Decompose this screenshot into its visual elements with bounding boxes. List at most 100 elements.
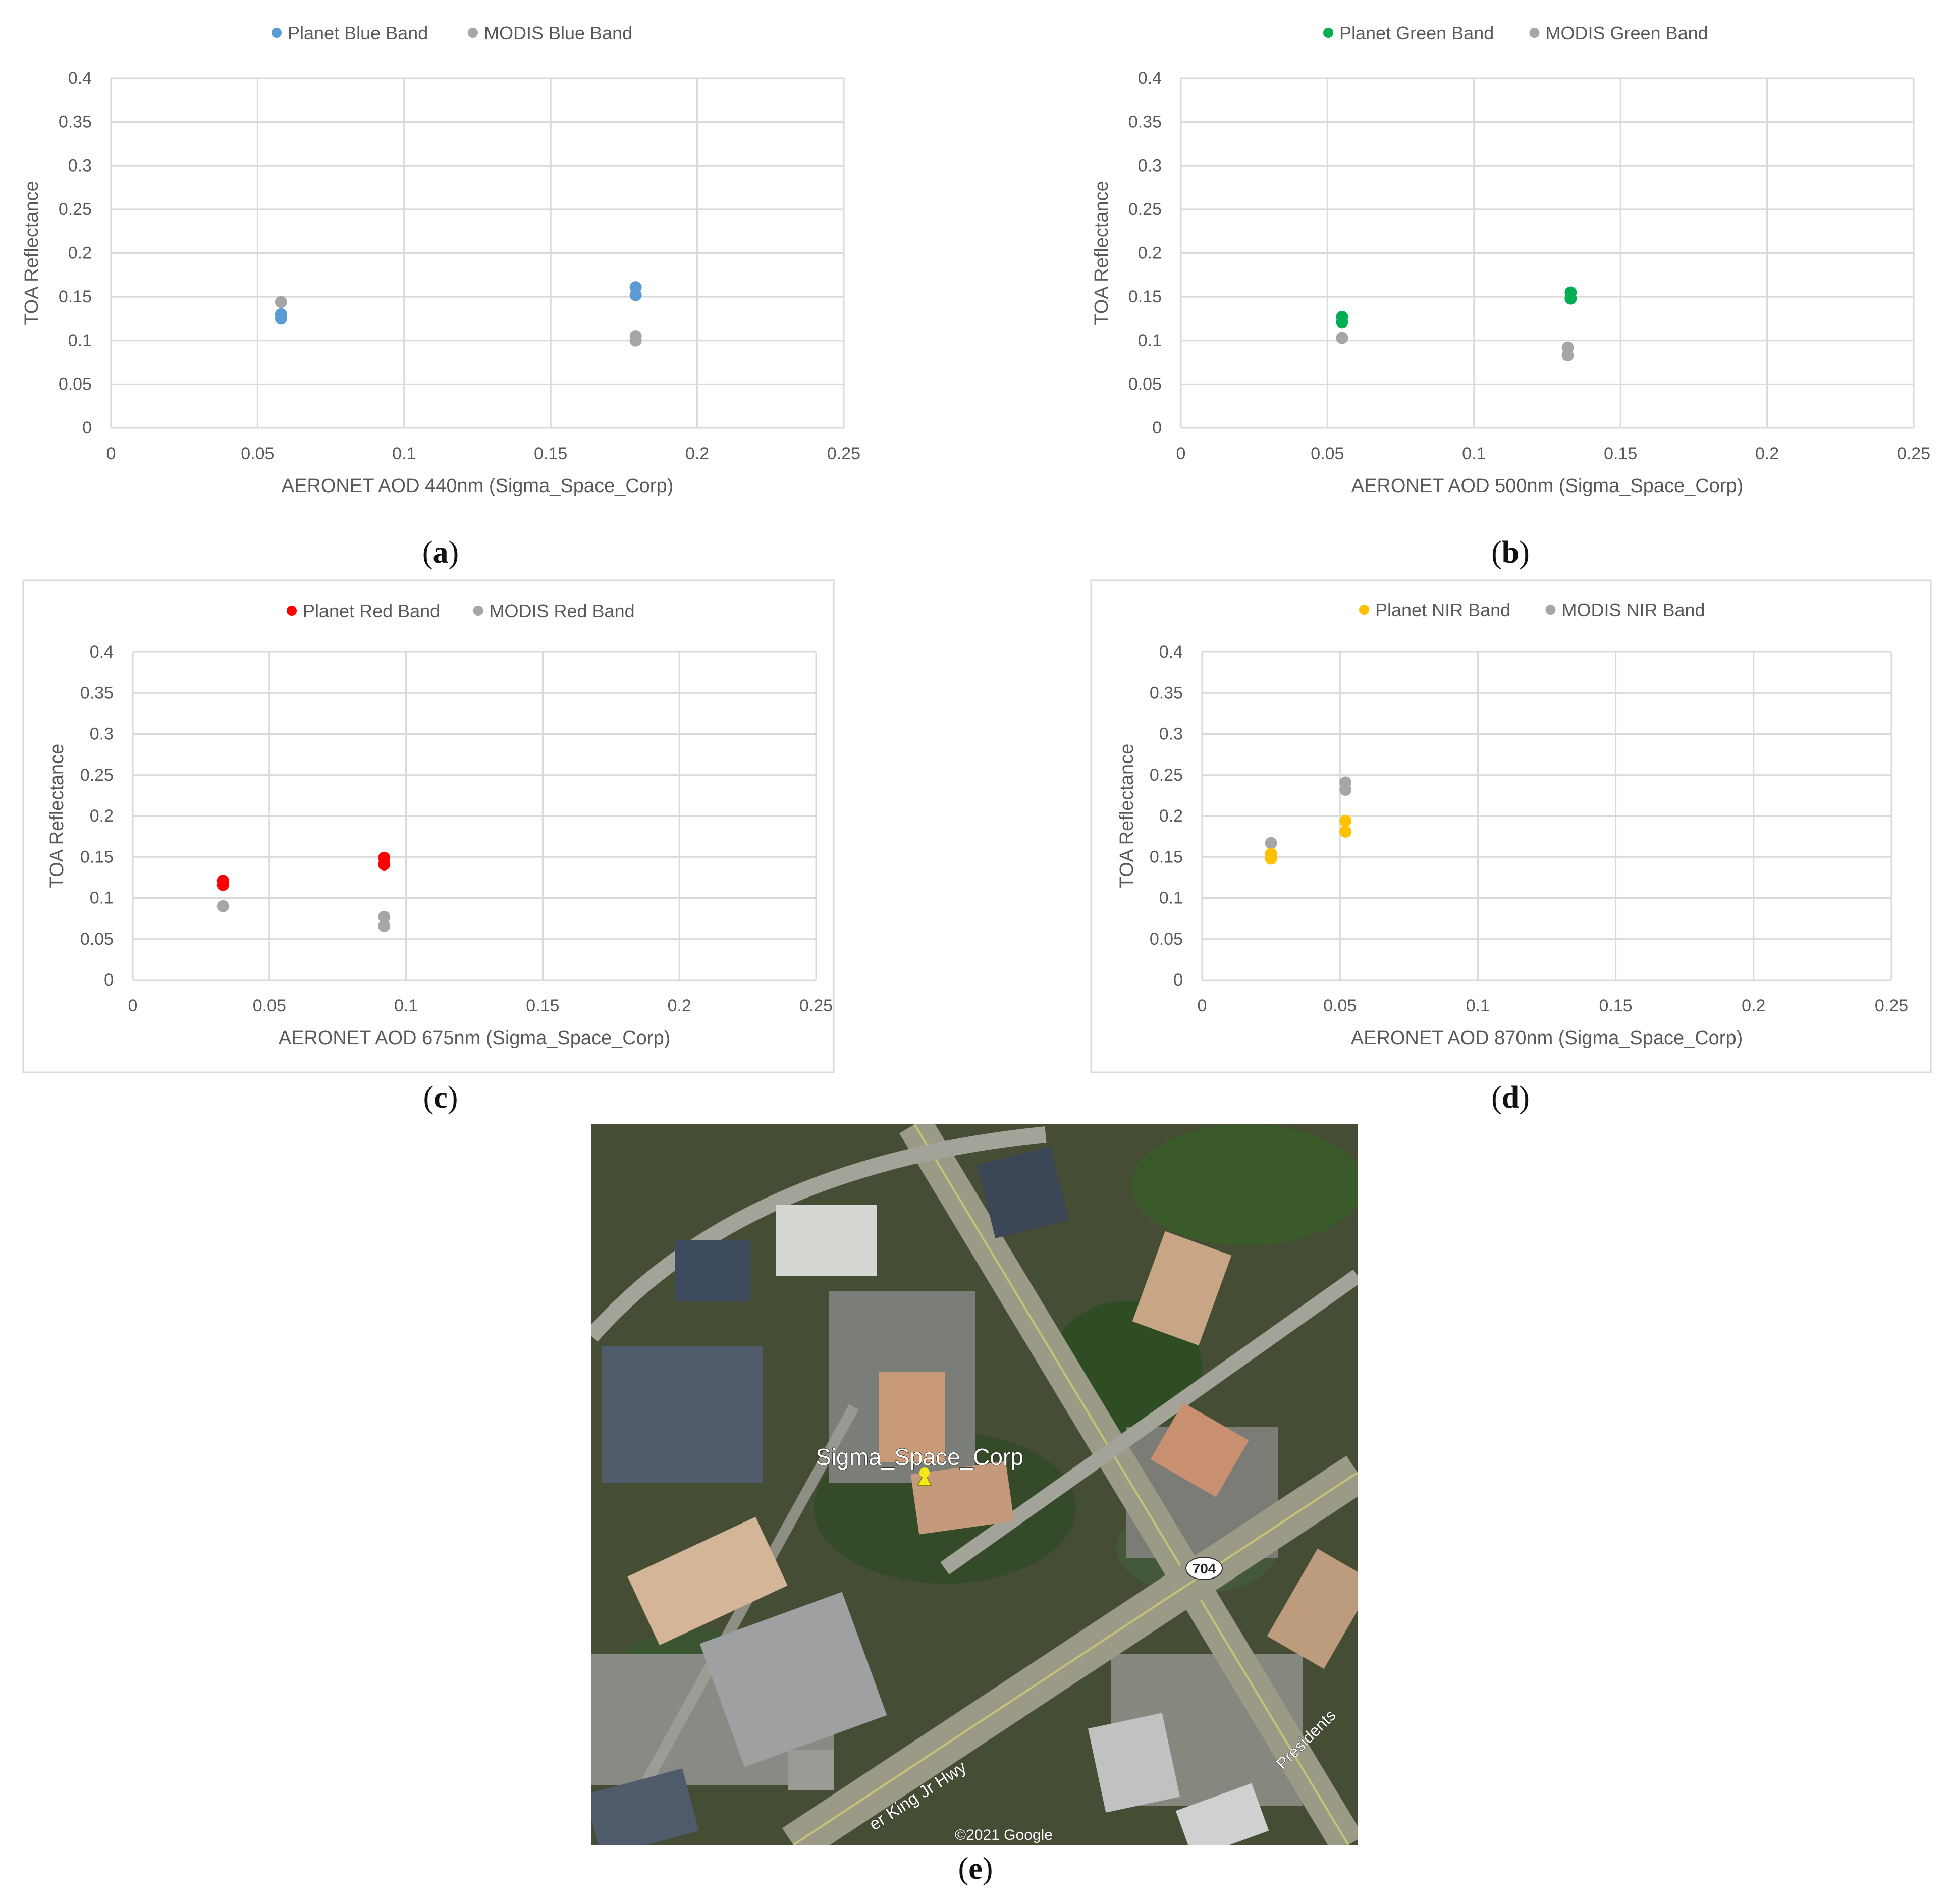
chart-b-ytick: 0.15 [1128, 287, 1162, 306]
chart-d-xtick: 0.1 [1466, 996, 1490, 1015]
chart-d-point [1265, 847, 1277, 860]
chart-a-ytick: 0 [82, 418, 92, 438]
chart-c-frame [22, 579, 835, 1073]
chart-c-point [216, 875, 229, 887]
chart-a-ytick: 0.35 [59, 113, 92, 132]
chart-c-ytick: 0.15 [80, 847, 114, 866]
chart-d-xtick: 0.15 [1599, 996, 1633, 1015]
chart-c-point [378, 851, 391, 864]
chart-b-legend-marker [1323, 28, 1333, 38]
chart-c-ylabel: TOA Reflectance [46, 744, 68, 889]
chart-d-frame [1090, 579, 1932, 1073]
chart-a-ytick: 0.05 [59, 374, 92, 394]
chart-b-xtick: 0.15 [1604, 444, 1637, 463]
chart-c-ytick: 0.3 [90, 725, 114, 744]
chart-b-ytick: 0.05 [1128, 374, 1162, 394]
chart-c-legend-label: MODIS Red Band [490, 601, 635, 621]
satellite-map: 704 Sigma_Space_Corp er King Jr Hwy Pres… [591, 1124, 1358, 1845]
chart-c-xlabel: AERONET AOD 675nm (Sigma_Space_Corp) [279, 1027, 671, 1049]
chart-a-point [629, 330, 642, 343]
location-pin-icon [916, 1467, 933, 1486]
chart-c-ytick: 0.35 [80, 683, 114, 702]
map-copyright: ©2021 Google [955, 1827, 1053, 1843]
chart-b-xtick: 0.05 [1311, 444, 1344, 463]
chart-d-legend-label: Planet NIR Band [1375, 600, 1510, 620]
chart-a-xlabel: AERONET AOD 440nm (Sigma_Space_Corp) [282, 475, 674, 497]
chart-b-legend-label: MODIS Green Band [1546, 23, 1708, 43]
chart-b-legend-marker [1529, 28, 1540, 38]
chart-d-ytick: 0.05 [1150, 930, 1183, 949]
chart-d-ytick: 0.1 [1159, 889, 1183, 908]
panel-label-d: (d) [1491, 1080, 1530, 1115]
chart-c-ytick: 0.1 [90, 889, 114, 908]
chart-b-ytick: 0.35 [1128, 113, 1162, 132]
chart-d-xtick: 0.25 [1875, 996, 1908, 1015]
chart-c-point [216, 900, 229, 912]
chart-b-xtick: 0 [1176, 444, 1186, 463]
chart-b-xtick: 0.2 [1755, 444, 1779, 463]
chart-a-ytick: 0.1 [68, 331, 92, 350]
chart-d-xtick: 0.2 [1742, 996, 1765, 1015]
chart-a-legend-label: MODIS Blue Band [484, 23, 632, 43]
chart-a-point [275, 308, 287, 320]
satellite-map-image: 704 Sigma_Space_Corp er King Jr Hwy Pres… [591, 1124, 1358, 1845]
chart-d-point [1265, 837, 1277, 849]
chart-d-ytick: 0 [1173, 970, 1183, 990]
chart-b-point [1561, 341, 1574, 354]
charts-canvas: 0 0.05 0.1 0.15 0.2 0.25 0.3 0.35 0.4 0 0.05 0.1 0.1… [21, 23, 1932, 1073]
chart-d-legend-marker [1545, 605, 1556, 615]
map-place-label: Sigma_Space_Corp [816, 1444, 1023, 1470]
chart-b-xtick: 0.25 [1897, 444, 1930, 463]
chart-d-xtick: 0 [1198, 996, 1207, 1015]
chart-c-xtick: 0.15 [526, 996, 559, 1015]
chart-c-xtick: 0.2 [668, 996, 691, 1015]
chart-b-legend-label: Planet Green Band [1339, 23, 1494, 43]
chart-a-xtick: 0 [106, 444, 116, 463]
chart-d-legend-label: MODIS NIR Band [1562, 600, 1705, 620]
chart-c-legend-marker [287, 606, 297, 616]
chart-a-ytick: 0.2 [68, 244, 92, 263]
chart-b-ytick: 0.1 [1138, 331, 1162, 350]
chart-c-ytick: 0.2 [90, 806, 114, 826]
chart-b-ytick: 0.25 [1128, 200, 1162, 219]
chart-a-xtick: 0.2 [685, 444, 709, 463]
chart-a-legend-marker [272, 28, 282, 38]
route-shield-icon [1185, 1557, 1223, 1580]
chart-a-ytick: 0.4 [68, 69, 92, 88]
chart-a-xtick: 0.1 [392, 444, 416, 463]
chart-d-legend-marker [1359, 605, 1369, 615]
chart-b-xlabel: AERONET AOD 500nm (Sigma_Space_Corp) [1351, 475, 1744, 497]
chart-b-point [1336, 310, 1348, 323]
chart-b-ytick: 0.2 [1138, 244, 1162, 263]
chart-d-ytick: 0.15 [1150, 847, 1183, 866]
chart-b-ylabel: TOA Reflectance [1091, 181, 1112, 325]
chart-a-legend-label: Planet Blue Band [288, 23, 428, 43]
panel-label-a: (a) [422, 535, 459, 570]
chart-c-xtick: 0.1 [394, 996, 418, 1015]
chart-c-point [378, 910, 391, 923]
chart-a-legend-marker [468, 28, 478, 38]
chart-d-ytick: 0.35 [1150, 683, 1183, 702]
chart-a-ytick: 0.25 [59, 200, 92, 219]
chart-b-ytick: 0.4 [1138, 69, 1162, 88]
chart-c-xtick: 0 [128, 996, 138, 1015]
chart-b-ytick: 0.3 [1138, 156, 1162, 175]
chart-d-ytick: 0.25 [1150, 766, 1183, 785]
chart-c-point [378, 919, 391, 932]
chart-d-point [1339, 776, 1352, 789]
panel-label-e: (e) [958, 1852, 993, 1886]
chart-a-xtick: 0.05 [241, 444, 274, 463]
chart-a-xtick: 0.15 [534, 444, 567, 463]
chart-b-point [1564, 286, 1577, 299]
chart-a-xtick: 0.25 [827, 444, 860, 463]
chart-a-ytick: 0.15 [59, 287, 92, 306]
chart-c-ytick: 0 [104, 970, 114, 990]
chart-d-ytick: 0.2 [1159, 806, 1183, 826]
chart-d-xlabel: AERONET AOD 870nm (Sigma_Space_Corp) [1351, 1027, 1743, 1049]
panel-label-c: (c) [423, 1080, 458, 1115]
chart-b-point [1336, 332, 1348, 344]
chart-c-xtick: 0.25 [799, 996, 833, 1015]
route-shield-label: 704 [1193, 1561, 1216, 1576]
chart-d-ytick: 0.3 [1159, 725, 1183, 744]
chart-a-point [275, 296, 287, 308]
